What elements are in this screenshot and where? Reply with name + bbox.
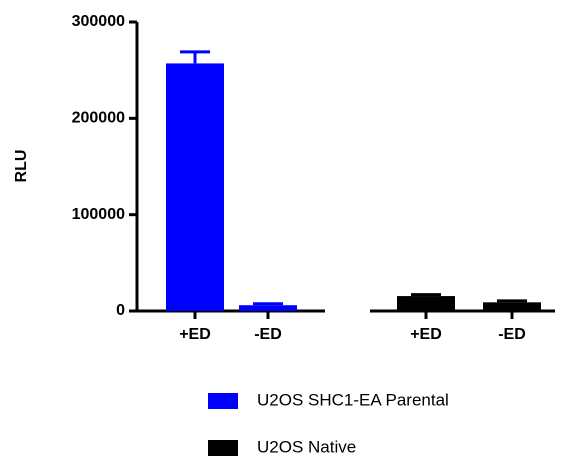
error-bar: [411, 293, 441, 297]
x-tick-label: -ED: [498, 326, 526, 343]
legend-swatch: [208, 440, 238, 456]
error-bar: [497, 299, 527, 303]
bar: [483, 302, 541, 311]
y-tick-label: 0: [116, 302, 125, 319]
x-tick-label: +ED: [179, 326, 211, 343]
y-tick-label: 300000: [72, 13, 125, 30]
error-bar: [180, 50, 210, 64]
x-tick-label: +ED: [410, 326, 442, 343]
bar: [239, 305, 297, 311]
legend-label: U2OS Native: [257, 437, 356, 456]
bar: [397, 296, 455, 311]
y-tick-label: 100000: [72, 206, 125, 223]
bar: [166, 63, 224, 311]
x-tick-label: -ED: [254, 326, 282, 343]
y-tick-label: 200000: [72, 110, 125, 127]
y-axis-label: RLU: [13, 150, 30, 183]
legend-swatch: [208, 393, 238, 409]
legend-label: U2OS SHC1-EA Parental: [257, 390, 449, 409]
error-bar: [253, 302, 283, 306]
